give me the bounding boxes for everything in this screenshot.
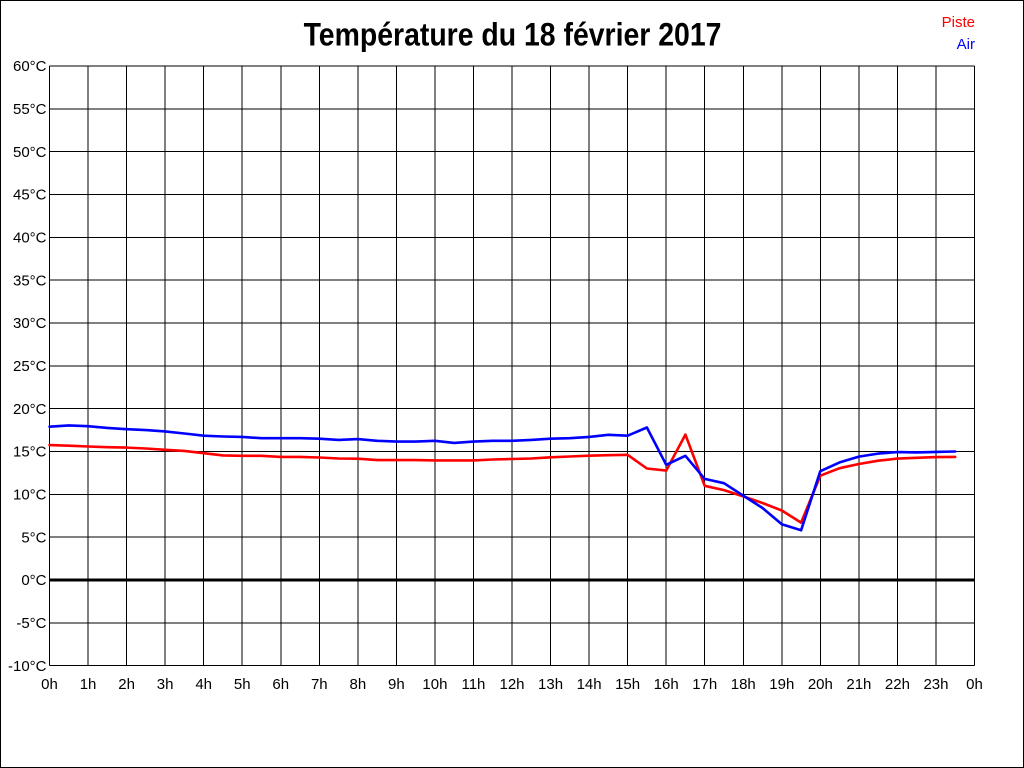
svg-text:10°C: 10°C — [13, 487, 47, 504]
svg-text:35°C: 35°C — [13, 272, 47, 289]
svg-text:30°C: 30°C — [13, 315, 47, 332]
svg-text:20°C: 20°C — [13, 401, 47, 418]
svg-text:9h: 9h — [388, 676, 405, 693]
svg-text:15°C: 15°C — [13, 444, 47, 461]
svg-text:1h: 1h — [80, 676, 97, 693]
svg-text:Piste: Piste — [942, 14, 975, 31]
svg-text:21h: 21h — [846, 676, 871, 693]
svg-text:23h: 23h — [923, 676, 948, 693]
svg-text:Air: Air — [957, 36, 975, 53]
svg-text:22h: 22h — [885, 676, 910, 693]
svg-text:5h: 5h — [234, 676, 251, 693]
svg-text:17h: 17h — [692, 676, 717, 693]
svg-text:60°C: 60°C — [13, 58, 47, 75]
svg-text:-10°C: -10°C — [8, 658, 47, 675]
svg-text:0°C: 0°C — [21, 572, 46, 589]
svg-text:20h: 20h — [808, 676, 833, 693]
svg-text:3h: 3h — [157, 676, 174, 693]
svg-text:25°C: 25°C — [13, 358, 47, 375]
svg-text:45°C: 45°C — [13, 187, 47, 204]
svg-text:7h: 7h — [311, 676, 328, 693]
svg-text:12h: 12h — [499, 676, 524, 693]
svg-text:11h: 11h — [461, 676, 485, 693]
svg-text:16h: 16h — [654, 676, 679, 693]
svg-text:19h: 19h — [769, 676, 794, 693]
svg-text:Température du 18 février 2017: Température du 18 février 2017 — [304, 18, 722, 53]
svg-text:0h: 0h — [41, 676, 58, 693]
svg-text:13h: 13h — [538, 676, 563, 693]
svg-text:50°C: 50°C — [13, 144, 47, 161]
svg-text:0h: 0h — [966, 676, 983, 693]
svg-text:10h: 10h — [422, 676, 447, 693]
svg-text:18h: 18h — [731, 676, 756, 693]
svg-text:8h: 8h — [349, 676, 366, 693]
svg-text:2h: 2h — [118, 676, 135, 693]
svg-text:14h: 14h — [577, 676, 602, 693]
svg-text:-5°C: -5°C — [16, 615, 46, 632]
svg-text:5°C: 5°C — [21, 529, 46, 546]
svg-text:6h: 6h — [272, 676, 289, 693]
svg-text:40°C: 40°C — [13, 230, 47, 247]
svg-text:15h: 15h — [615, 676, 640, 693]
svg-text:55°C: 55°C — [13, 101, 47, 118]
svg-text:4h: 4h — [195, 676, 212, 693]
